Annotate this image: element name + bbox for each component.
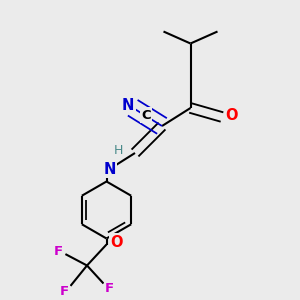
Text: C: C <box>141 109 151 122</box>
Text: F: F <box>54 244 63 258</box>
Text: F: F <box>60 285 69 298</box>
Text: N: N <box>104 162 116 177</box>
Text: O: O <box>110 235 122 250</box>
Text: H: H <box>114 144 123 157</box>
Text: F: F <box>105 281 114 295</box>
Text: O: O <box>225 108 237 123</box>
Text: N: N <box>122 98 134 113</box>
